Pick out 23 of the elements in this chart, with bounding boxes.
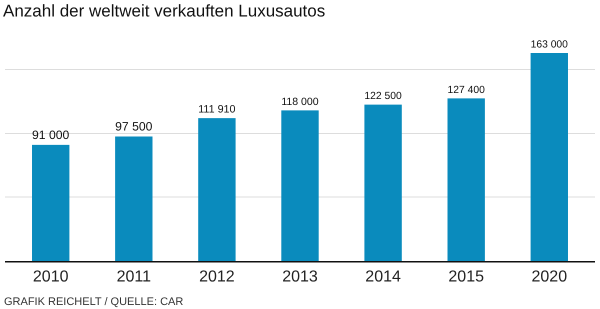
x-tick-label: 2010 xyxy=(32,268,69,286)
data-label: 91 000 xyxy=(32,128,70,142)
x-tick-label: 2013 xyxy=(282,268,318,286)
text: GRAFIK REICHELT / QUELLE: CAR xyxy=(4,296,184,308)
data-label: 122 500 xyxy=(364,91,402,102)
x-tick-label: 2012 xyxy=(199,268,235,286)
bar xyxy=(32,144,70,261)
data-label: 111 910 xyxy=(198,103,236,116)
bar xyxy=(281,110,319,261)
x-tick-label: 2011 xyxy=(116,268,152,286)
data-label: 163 000 xyxy=(530,39,568,50)
x-tick-label: 2020 xyxy=(532,268,568,286)
bar xyxy=(530,52,568,261)
bar xyxy=(198,118,236,261)
data-label: 118 000 xyxy=(281,96,319,108)
bar xyxy=(364,104,402,261)
data-label: 127 400 xyxy=(448,84,486,96)
x-tick-label: 2014 xyxy=(365,268,401,286)
data-label: 97 500 xyxy=(115,120,153,134)
chart-title: Anzahl der weltweit verkauften Luxusautos xyxy=(3,2,326,21)
x-tick-label: 2015 xyxy=(448,268,484,286)
bar xyxy=(115,136,152,261)
bar xyxy=(448,98,485,261)
